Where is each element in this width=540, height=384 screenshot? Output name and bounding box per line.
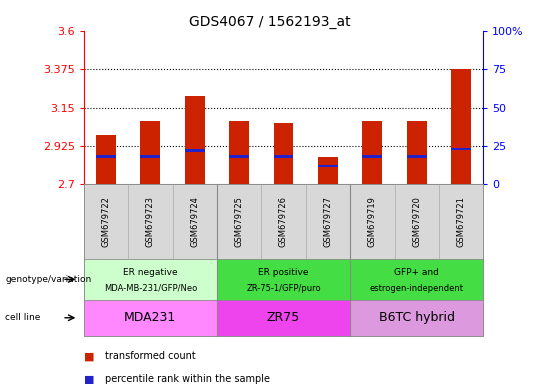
Text: ■: ■ xyxy=(84,374,94,384)
Bar xyxy=(185,96,205,184)
Bar xyxy=(140,121,160,184)
Text: GSM679724: GSM679724 xyxy=(190,196,199,247)
Text: MDA-MB-231/GFP/Neo: MDA-MB-231/GFP/Neo xyxy=(104,284,197,293)
Bar xyxy=(318,165,338,167)
Text: GSM679723: GSM679723 xyxy=(146,196,155,247)
Bar xyxy=(96,135,116,184)
Bar xyxy=(229,121,249,184)
Bar xyxy=(273,123,294,184)
Text: ■: ■ xyxy=(84,351,94,361)
Text: ZR-75-1/GFP/puro: ZR-75-1/GFP/puro xyxy=(246,284,321,293)
Bar xyxy=(407,121,427,184)
Text: genotype/variation: genotype/variation xyxy=(5,275,92,284)
Bar xyxy=(273,156,294,158)
Text: GDS4067 / 1562193_at: GDS4067 / 1562193_at xyxy=(189,15,351,29)
Bar xyxy=(140,156,160,158)
Bar xyxy=(407,156,427,158)
Bar xyxy=(362,156,382,158)
Bar xyxy=(318,157,338,184)
Text: cell line: cell line xyxy=(5,313,41,322)
Text: GSM679720: GSM679720 xyxy=(412,196,421,247)
Bar xyxy=(96,156,116,158)
Text: GSM679727: GSM679727 xyxy=(323,196,333,247)
Bar xyxy=(185,149,205,152)
Text: ZR75: ZR75 xyxy=(267,311,300,324)
Text: GSM679722: GSM679722 xyxy=(102,196,110,247)
Text: estrogen-independent: estrogen-independent xyxy=(370,284,464,293)
Text: MDA231: MDA231 xyxy=(124,311,177,324)
Bar xyxy=(362,121,382,184)
Bar xyxy=(451,148,471,150)
Text: GSM679719: GSM679719 xyxy=(368,196,377,247)
Bar xyxy=(451,69,471,184)
Text: GFP+ and: GFP+ and xyxy=(394,268,439,276)
Text: GSM679726: GSM679726 xyxy=(279,196,288,247)
Text: GSM679721: GSM679721 xyxy=(457,196,465,247)
Text: transformed count: transformed count xyxy=(105,351,196,361)
Text: B6TC hybrid: B6TC hybrid xyxy=(379,311,455,324)
Bar xyxy=(229,156,249,158)
Text: ER positive: ER positive xyxy=(258,268,309,276)
Text: GSM679725: GSM679725 xyxy=(234,196,244,247)
Text: percentile rank within the sample: percentile rank within the sample xyxy=(105,374,271,384)
Text: ER negative: ER negative xyxy=(123,268,178,276)
